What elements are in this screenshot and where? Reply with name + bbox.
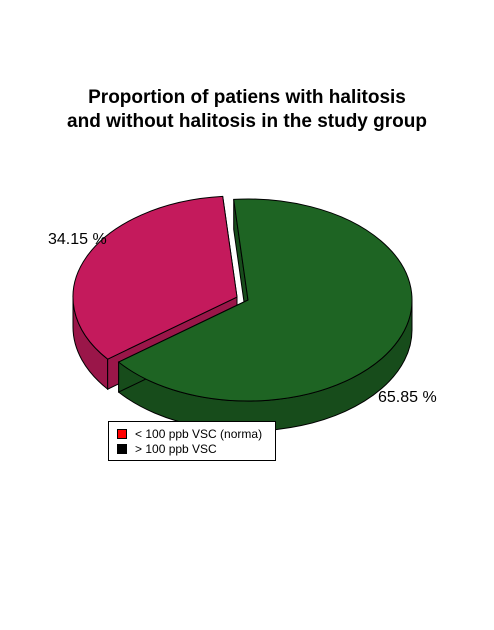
chart-title-line-2: and without halitosis in the study group bbox=[67, 111, 427, 132]
legend-swatch-red bbox=[117, 429, 127, 439]
legend-entry-above-100: > 100 ppb VSC bbox=[117, 442, 217, 456]
legend-entry-below-100: < 100 ppb VSC (norma) bbox=[117, 427, 262, 441]
pie-slice-0 bbox=[72, 195, 238, 360]
legend-label-below-100: < 100 ppb VSC (norma) bbox=[135, 427, 263, 441]
legend-swatch-black bbox=[117, 444, 127, 454]
pie-slice-1 bbox=[117, 198, 413, 402]
pie-slice-label-1: 65.85 % bbox=[378, 389, 437, 406]
chart-title-line-1: Proportion of patiens with halitosis bbox=[88, 87, 406, 108]
legend-label-above-100: > 100 ppb VSC bbox=[135, 442, 217, 456]
pie-slice-label-0: 34.15 % bbox=[48, 231, 107, 248]
legend: < 100 ppb VSC (norma) > 100 ppb VSC bbox=[108, 421, 276, 461]
chart-title: Proportion of patiens with halitosis and… bbox=[0, 86, 494, 134]
